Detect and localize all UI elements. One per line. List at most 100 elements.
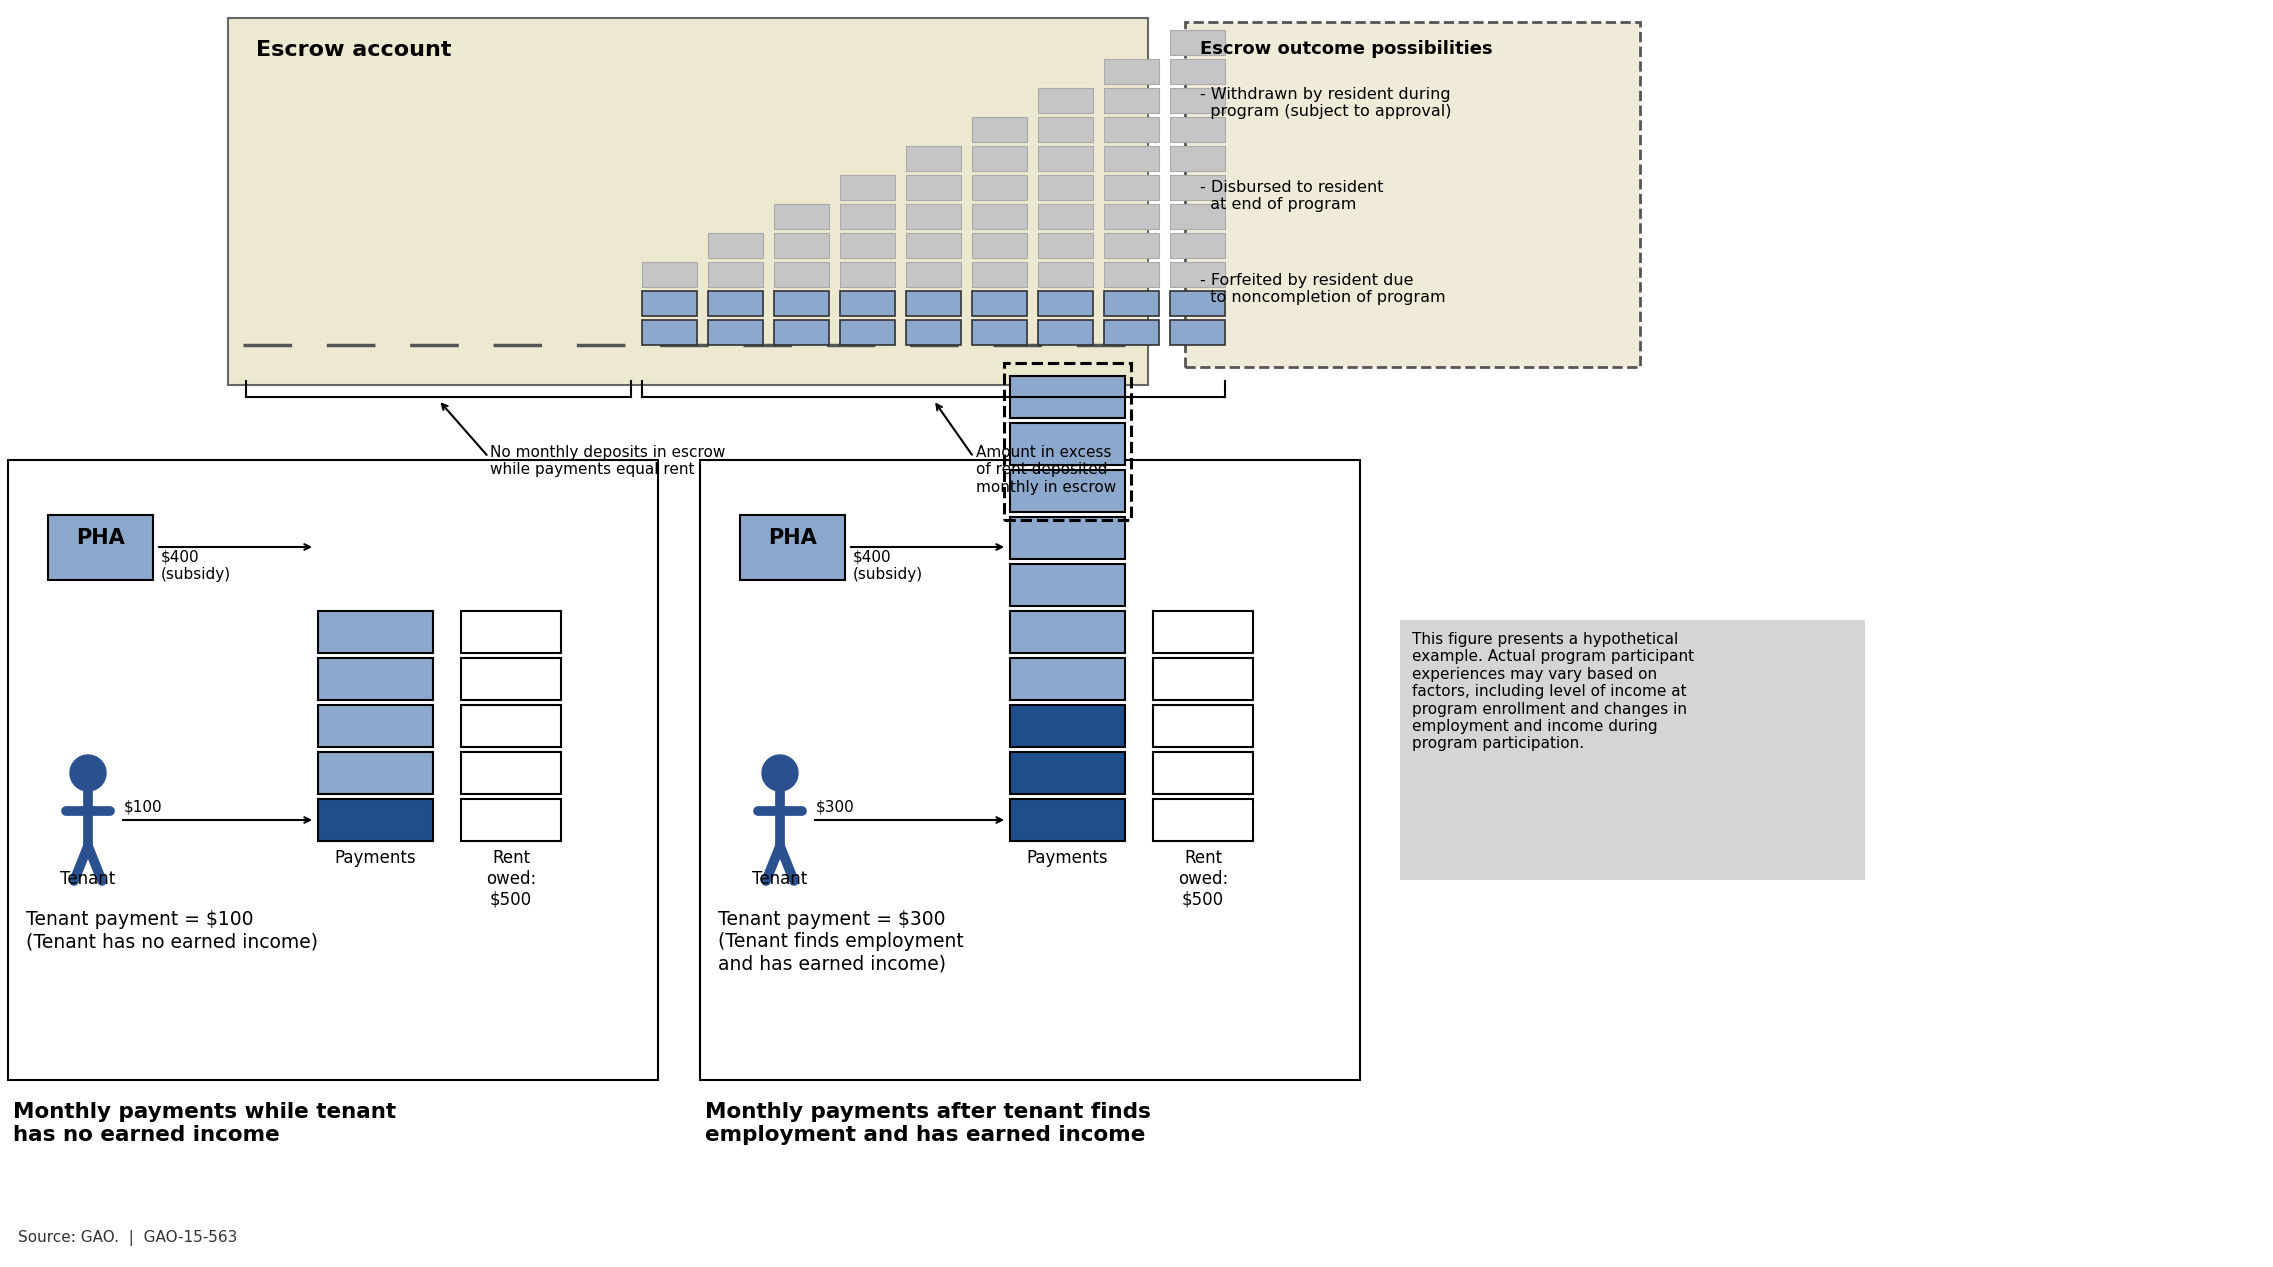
Bar: [1171, 117, 1225, 142]
Text: $400
(subsidy): $400 (subsidy): [852, 550, 923, 583]
Bar: [1009, 423, 1125, 465]
Bar: [641, 291, 698, 315]
Bar: [1009, 376, 1125, 418]
Text: Rent
owed:
$500: Rent owed: $500: [1177, 849, 1227, 908]
Bar: [461, 704, 561, 748]
Text: PHA: PHA: [768, 527, 816, 547]
Text: Tenant payment = $300
(Tenant finds employment
and has earned income): Tenant payment = $300 (Tenant finds empl…: [718, 910, 964, 973]
Bar: [1039, 87, 1093, 113]
Bar: [1152, 658, 1252, 699]
Bar: [1009, 611, 1125, 653]
Text: Amount in excess
of rent deposited
monthly in escrow: Amount in excess of rent deposited month…: [975, 445, 1116, 495]
Bar: [1171, 87, 1225, 113]
Bar: [461, 658, 561, 699]
Text: Escrow account: Escrow account: [257, 41, 452, 60]
Bar: [973, 204, 1027, 229]
Text: No monthly deposits in escrow
while payments equal rent: No monthly deposits in escrow while paym…: [491, 445, 725, 478]
Bar: [707, 262, 764, 288]
Bar: [1039, 117, 1093, 142]
Bar: [1171, 60, 1225, 84]
Bar: [741, 514, 846, 580]
Bar: [907, 233, 961, 258]
Bar: [1105, 321, 1159, 345]
Bar: [1171, 321, 1225, 345]
Bar: [841, 233, 896, 258]
Bar: [1105, 291, 1159, 315]
Text: - Withdrawn by resident during
  program (subject to approval): - Withdrawn by resident during program (…: [1200, 87, 1452, 119]
Bar: [1039, 175, 1093, 200]
Bar: [1009, 470, 1125, 512]
Bar: [227, 18, 1148, 385]
Bar: [1039, 321, 1093, 345]
Circle shape: [70, 755, 107, 791]
Bar: [907, 321, 961, 345]
Bar: [907, 291, 961, 315]
Bar: [1009, 704, 1125, 748]
Bar: [1009, 658, 1125, 699]
Bar: [907, 262, 961, 288]
Text: This figure presents a hypothetical
example. Actual program participant
experien: This figure presents a hypothetical exam…: [1412, 632, 1693, 751]
Text: $300: $300: [816, 799, 855, 815]
Text: Monthly payments after tenant finds
employment and has earned income: Monthly payments after tenant finds empl…: [705, 1102, 1150, 1145]
Bar: [973, 321, 1027, 345]
Bar: [1400, 620, 1866, 881]
Text: Rent
owed:
$500: Rent owed: $500: [486, 849, 536, 908]
Bar: [973, 291, 1027, 315]
Bar: [1039, 204, 1093, 229]
Bar: [1171, 175, 1225, 200]
Bar: [1152, 704, 1252, 748]
Bar: [1171, 262, 1225, 288]
Bar: [973, 233, 1027, 258]
Bar: [700, 460, 1359, 1079]
Bar: [1171, 204, 1225, 229]
Bar: [1171, 146, 1225, 171]
Bar: [1105, 87, 1159, 113]
Bar: [461, 753, 561, 794]
Text: $100: $100: [125, 799, 164, 815]
Bar: [1105, 262, 1159, 288]
Bar: [775, 204, 830, 229]
Text: $400
(subsidy): $400 (subsidy): [161, 550, 232, 583]
Bar: [1039, 233, 1093, 258]
Bar: [775, 291, 830, 315]
Bar: [841, 204, 896, 229]
Bar: [1009, 564, 1125, 606]
Bar: [1184, 22, 1641, 367]
Circle shape: [761, 755, 798, 791]
Bar: [1105, 60, 1159, 84]
Text: Tenant payment = $100
(Tenant has no earned income): Tenant payment = $100 (Tenant has no ear…: [25, 910, 318, 952]
Bar: [907, 146, 961, 171]
Bar: [461, 799, 561, 841]
Bar: [1039, 262, 1093, 288]
Text: PHA: PHA: [75, 527, 125, 547]
Bar: [1105, 233, 1159, 258]
Bar: [1152, 753, 1252, 794]
Bar: [1171, 291, 1225, 315]
Bar: [1005, 364, 1132, 519]
Text: Monthly payments while tenant
has no earned income: Monthly payments while tenant has no ear…: [14, 1102, 396, 1145]
Bar: [707, 291, 764, 315]
Bar: [641, 262, 698, 288]
Bar: [907, 175, 961, 200]
Bar: [1152, 611, 1252, 653]
Bar: [1171, 30, 1225, 54]
Bar: [48, 514, 152, 580]
Text: - Forfeited by resident due
  to noncompletion of program: - Forfeited by resident due to noncomple…: [1200, 272, 1446, 305]
Bar: [1171, 233, 1225, 258]
Bar: [707, 321, 764, 345]
Bar: [973, 117, 1027, 142]
Bar: [907, 204, 961, 229]
Bar: [775, 262, 830, 288]
Bar: [9, 460, 657, 1079]
Bar: [973, 262, 1027, 288]
Text: - Disbursed to resident
  at end of program: - Disbursed to resident at end of progra…: [1200, 180, 1384, 213]
Bar: [973, 175, 1027, 200]
Bar: [1009, 799, 1125, 841]
Bar: [318, 704, 432, 748]
Bar: [1009, 517, 1125, 559]
Bar: [1105, 146, 1159, 171]
Bar: [641, 321, 698, 345]
Bar: [1105, 204, 1159, 229]
Bar: [318, 753, 432, 794]
Bar: [707, 233, 764, 258]
